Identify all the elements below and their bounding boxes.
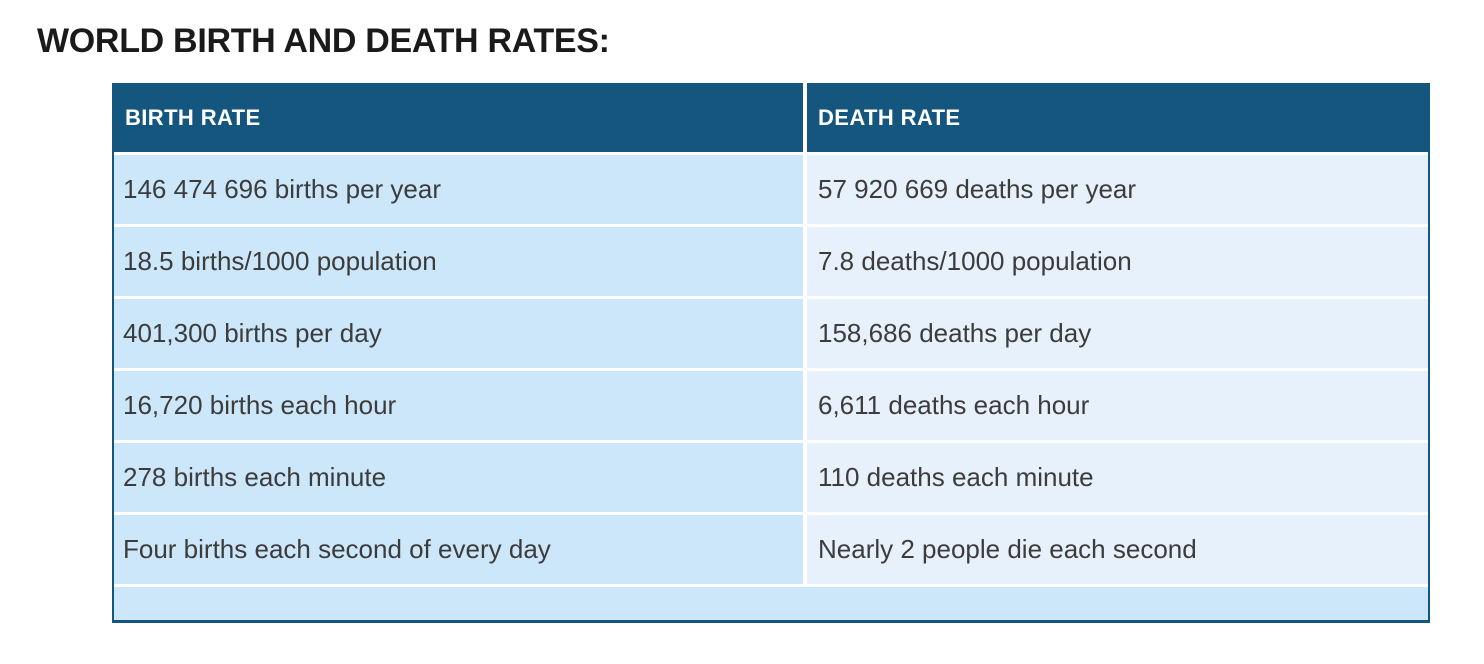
birth-rate-cell: 18.5 births/1000 population	[114, 227, 807, 299]
page-title: WORLD BIRTH AND DEATH RATES:	[37, 22, 610, 60]
table-row: 278 births each minute 110 deaths each m…	[114, 443, 1428, 515]
death-rate-cell: 6,611 deaths each hour	[807, 371, 1428, 443]
death-rate-cell: Nearly 2 people die each second	[807, 515, 1428, 587]
birth-rate-cell: 146 474 696 births per year	[114, 155, 807, 227]
column-header-death-rate: DEATH RATE	[807, 83, 1428, 155]
birth-rate-cell: 401,300 births per day	[114, 299, 807, 371]
death-rate-cell: 158,686 deaths per day	[807, 299, 1428, 371]
death-rate-cell: 110 deaths each minute	[807, 443, 1428, 515]
table-footer-row	[114, 587, 1428, 620]
table-row: 16,720 births each hour 6,611 deaths eac…	[114, 371, 1428, 443]
table-row: 18.5 births/1000 population 7.8 deaths/1…	[114, 227, 1428, 299]
table-header-row: BIRTH RATE DEATH RATE	[114, 83, 1428, 155]
table-row: 401,300 births per day 158,686 deaths pe…	[114, 299, 1428, 371]
column-header-birth-rate: BIRTH RATE	[114, 83, 807, 155]
birth-rate-cell: 16,720 births each hour	[114, 371, 807, 443]
birth-rate-cell: Four births each second of every day	[114, 515, 807, 587]
table-row: 146 474 696 births per year 57 920 669 d…	[114, 155, 1428, 227]
death-rate-cell: 7.8 deaths/1000 population	[807, 227, 1428, 299]
birth-rate-cell: 278 births each minute	[114, 443, 807, 515]
footer-spacer-cell	[114, 587, 1428, 620]
death-rate-cell: 57 920 669 deaths per year	[807, 155, 1428, 227]
birth-death-rates-table: BIRTH RATE DEATH RATE 146 474 696 births…	[112, 83, 1430, 623]
table-row: Four births each second of every day Nea…	[114, 515, 1428, 587]
